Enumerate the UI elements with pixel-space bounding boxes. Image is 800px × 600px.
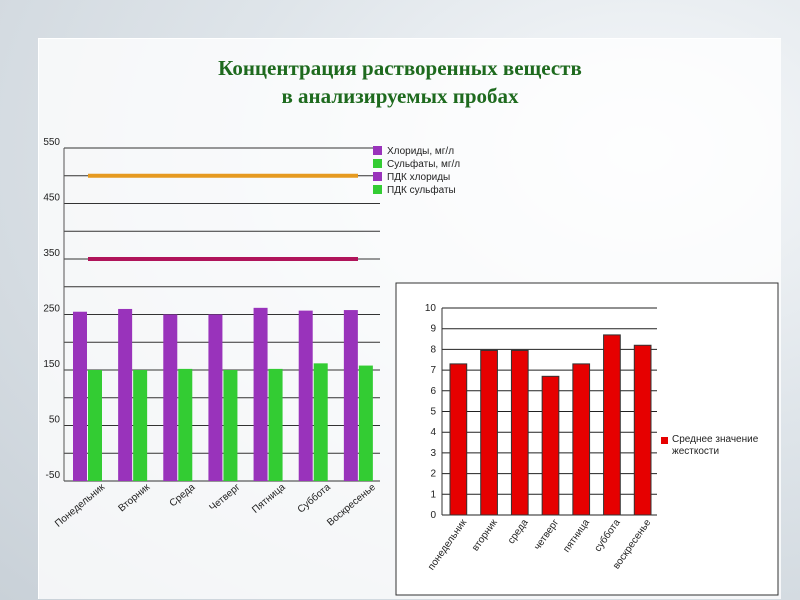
- legend-swatch: [661, 437, 668, 444]
- y-tick-label: 450: [43, 193, 60, 204]
- y-tick-label: 0: [430, 510, 436, 521]
- slide-title: Концентрация растворенных веществ в анал…: [130, 54, 670, 110]
- bar-sulfates: [313, 363, 328, 481]
- y-tick-label: 1: [430, 489, 436, 500]
- bar-sulfates: [268, 368, 283, 481]
- legend-label: ПДК хлориды: [387, 172, 450, 183]
- legend-swatch: [373, 146, 382, 155]
- y-tick-label: 550: [43, 137, 60, 148]
- bar-hardness: [541, 375, 560, 516]
- title-line-2: в анализируемых пробах: [281, 84, 519, 108]
- y-tick-label: 9: [430, 324, 436, 335]
- title-line-1: Концентрация растворенных веществ: [218, 56, 582, 80]
- bar-chlorides: [73, 311, 87, 481]
- bar-chlorides: [343, 310, 358, 481]
- legend-label: жесткости: [672, 446, 719, 457]
- bar-sulfates: [88, 370, 102, 481]
- bar-sulfates: [223, 370, 238, 481]
- legend-label: Сульфаты, мг/л: [387, 158, 460, 170]
- bar-hardness: [480, 349, 498, 516]
- legend-swatch: [373, 159, 382, 168]
- legend-label: Хлориды, мг/л: [387, 146, 454, 157]
- y-tick-label: 150: [43, 359, 60, 370]
- legend-label: Среднее значение: [672, 434, 759, 445]
- y-tick-label: 3: [430, 448, 436, 459]
- y-tick-label: 50: [49, 415, 61, 426]
- bar-chlorides: [163, 314, 178, 481]
- legend-label: ПДК сульфаты: [387, 184, 456, 196]
- bar-chlorides: [298, 310, 313, 481]
- y-tick-label: 7: [430, 365, 436, 376]
- bar-chlorides: [253, 307, 268, 481]
- bar-hardness: [572, 363, 591, 516]
- bar-hardness: [603, 334, 621, 516]
- y-tick-label: 2: [430, 469, 436, 480]
- y-tick-label: 5: [430, 407, 436, 418]
- bar-sulfates: [358, 365, 373, 481]
- y-tick-label: -50: [46, 470, 61, 481]
- bar-chlorides: [208, 314, 223, 481]
- bar-sulfates: [133, 370, 148, 481]
- y-tick-label: 4: [430, 427, 436, 438]
- y-tick-label: 10: [425, 303, 437, 314]
- y-tick-label: 6: [430, 386, 436, 397]
- y-tick-label: 250: [43, 304, 60, 315]
- bar-hardness: [510, 349, 529, 516]
- y-tick-label: 350: [43, 248, 60, 259]
- legend-swatch: [373, 185, 382, 194]
- y-tick-label: 8: [430, 344, 436, 355]
- bar-chlorides: [118, 308, 133, 481]
- bar-hardness: [449, 363, 468, 516]
- legend-swatch: [373, 172, 382, 181]
- bar-hardness: [633, 344, 652, 516]
- bar-sulfates: [178, 368, 193, 481]
